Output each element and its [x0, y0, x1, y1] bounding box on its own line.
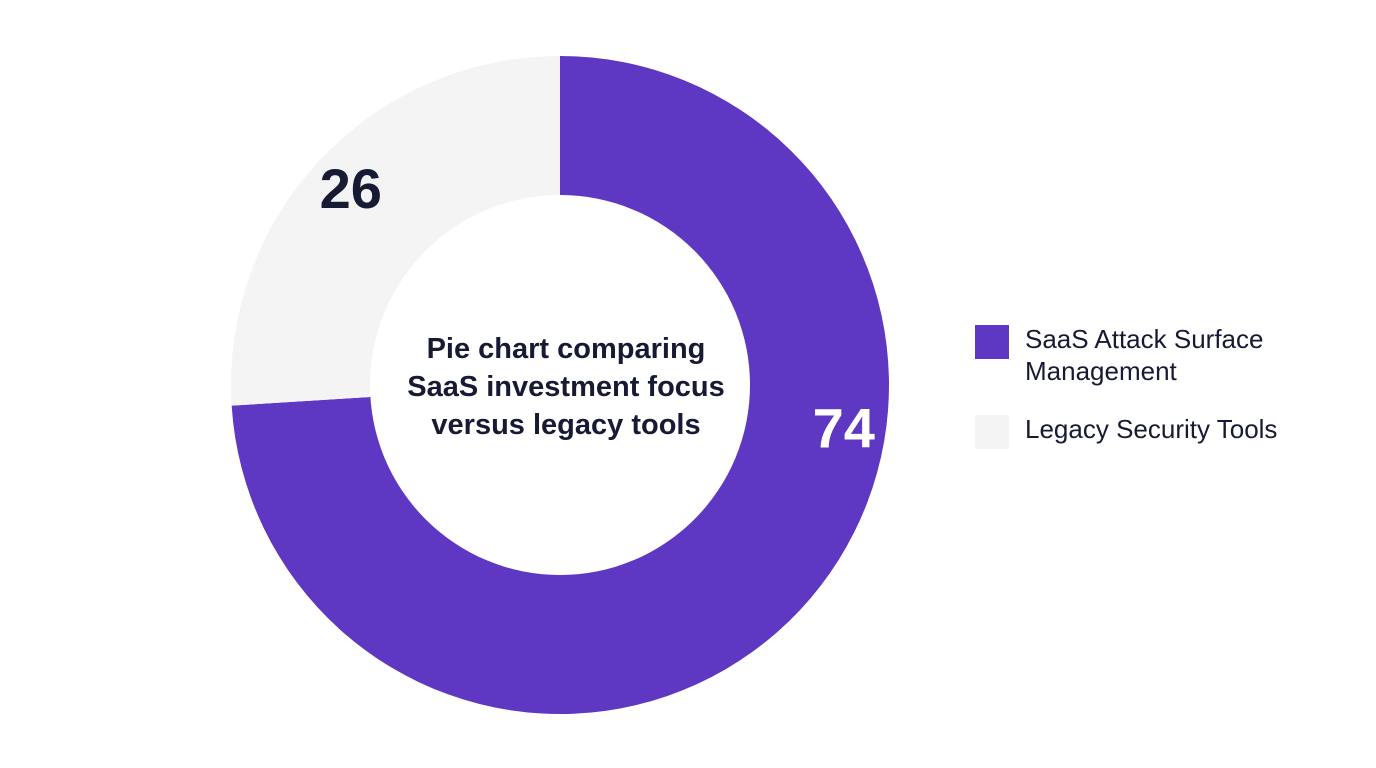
value-label-legacy: 26 [320, 157, 382, 220]
donut-slices [231, 56, 890, 714]
center-title-line-2: SaaS investment focus [407, 371, 725, 403]
chart-center-title: Pie chart comparing SaaS investment focu… [390, 330, 742, 444]
value-label-saas: 74 [813, 396, 875, 459]
legend-label-saas: SaaS Attack Surface Management [1025, 324, 1264, 386]
legend-swatch-saas [975, 325, 1009, 359]
slice-value-labels: 74 26 [320, 157, 875, 459]
center-title-line-3: versus legacy tools [431, 409, 701, 441]
legend-item-legacy: Legacy Security Tools [975, 413, 1355, 449]
center-title-line-1: Pie chart comparing [426, 333, 706, 365]
legend-item-saas: SaaS Attack Surface Management [975, 323, 1355, 387]
chart-legend: SaaS Attack Surface Management Legacy Se… [975, 323, 1355, 475]
donut-hole [370, 195, 750, 575]
legend-swatch-legacy [975, 415, 1009, 449]
legend-label-legacy: Legacy Security Tools [1025, 414, 1278, 444]
